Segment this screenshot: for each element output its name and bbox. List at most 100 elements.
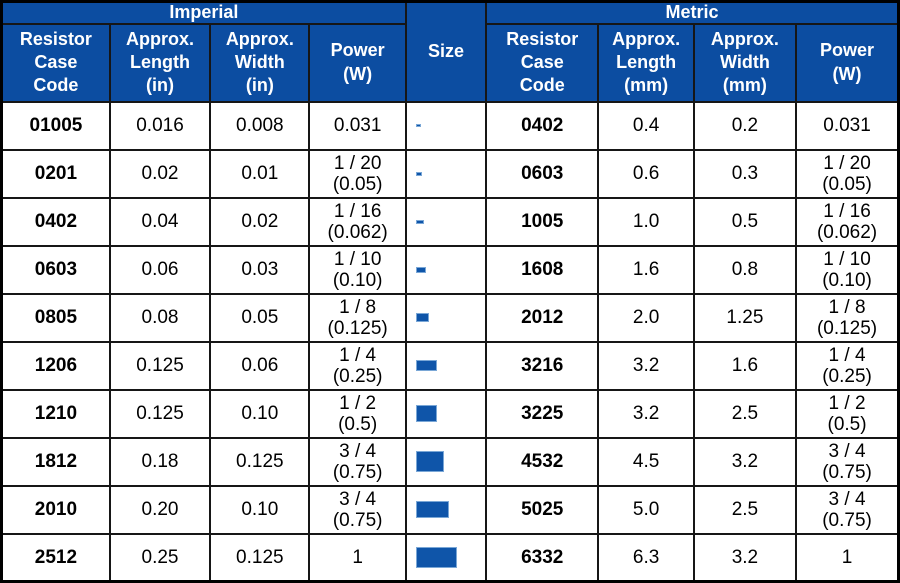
- metric-power-cell: 3 / 4 (0.75): [795, 436, 900, 487]
- metric-power-cell: 1 / 4 (0.25): [795, 340, 900, 391]
- imperial-case-code-cell: 01005: [0, 100, 111, 151]
- metric-length-cell: 4.5: [597, 436, 695, 487]
- resistor-size-swatch: [415, 360, 437, 372]
- group-header-row: Imperial Size Metric: [0, 0, 900, 103]
- imperial-width-cell: 0.03: [209, 244, 311, 295]
- resistor-size-swatch: [415, 405, 437, 423]
- metric-length-header: Approx. Length (mm): [597, 22, 695, 103]
- table-row: 1812 0.18 0.125 3 / 4 (0.75) 4532 4.5 3.2 3 / 4…: [0, 436, 900, 487]
- size-cell: [404, 340, 488, 391]
- table-row: 0603 0.06 0.03 1 / 10 (0.10) 1608 1.6 0.8 1 / 1…: [0, 244, 900, 295]
- imperial-length-cell: 0.125: [108, 388, 212, 439]
- metric-length-cell: 1.6: [597, 244, 695, 295]
- metric-width-cell: 2.5: [692, 388, 798, 439]
- metric-power-cell: 1 / 2 (0.5): [795, 388, 900, 439]
- imperial-length-cell: 0.20: [108, 484, 212, 535]
- imperial-length-cell: 0.25: [108, 532, 212, 583]
- metric-group-header: Metric: [485, 0, 900, 25]
- metric-power-cell: 1 / 8 (0.125): [795, 292, 900, 343]
- column-header-row: Resistor Case Code Approx. Length (in) A…: [0, 22, 900, 103]
- metric-case-code-cell: 5025: [485, 484, 600, 535]
- size-cell: [404, 388, 488, 439]
- imperial-width-cell: 0.02: [209, 196, 311, 247]
- table-row: 0402 0.04 0.02 1 / 16 (0.062) 1005 1.0 0.5 1 / …: [0, 196, 900, 247]
- imperial-length-cell: 0.18: [108, 436, 212, 487]
- imperial-power-cell: 3 / 4 (0.75): [308, 484, 407, 535]
- imperial-group-header: Imperial: [0, 0, 407, 25]
- size-cell: [404, 292, 488, 343]
- imperial-width-cell: 0.125: [209, 532, 311, 583]
- size-cell: [404, 100, 488, 151]
- metric-case-code-cell: 2012: [485, 292, 600, 343]
- metric-case-code-cell: 1608: [485, 244, 600, 295]
- metric-case-code-cell: 3225: [485, 388, 600, 439]
- table-row: 1206 0.125 0.06 1 / 4 (0.25) 3216 3.2 1.6 1 / 4…: [0, 340, 900, 391]
- imperial-width-cell: 0.06: [209, 340, 311, 391]
- metric-width-cell: 1.6: [692, 340, 798, 391]
- metric-length-cell: 5.0: [597, 484, 695, 535]
- size-cell: [404, 148, 488, 199]
- imperial-case-code-cell: 0402: [0, 196, 111, 247]
- imperial-length-cell: 0.125: [108, 340, 212, 391]
- size-cell: [404, 436, 488, 487]
- metric-width-cell: 3.2: [692, 532, 798, 583]
- size-column-header: Size: [404, 0, 488, 103]
- metric-width-cell: 3.2: [692, 436, 798, 487]
- metric-case-code-cell: 0402: [485, 100, 600, 151]
- imperial-width-cell: 0.05: [209, 292, 311, 343]
- table-row: 0201 0.02 0.01 1 / 20 (0.05) 0603 0.6 0.3 1 / 2…: [0, 148, 900, 199]
- table-row: 0805 0.08 0.05 1 / 8 (0.125) 2012 2.0 1.25 1 / …: [0, 292, 900, 343]
- imperial-length-cell: 0.06: [108, 244, 212, 295]
- metric-length-cell: 3.2: [597, 388, 695, 439]
- imperial-length-cell: 0.04: [108, 196, 212, 247]
- imperial-power-cell: 1 / 2 (0.5): [308, 388, 407, 439]
- imperial-power-cell: 1: [308, 532, 407, 583]
- imperial-length-header: Approx. Length (in): [108, 22, 212, 103]
- imperial-power-cell: 1 / 8 (0.125): [308, 292, 407, 343]
- imperial-case-code-cell: 2512: [0, 532, 111, 583]
- resistor-size-swatch: [415, 171, 422, 176]
- size-cell: [404, 484, 488, 535]
- metric-case-code-cell: 3216: [485, 340, 600, 391]
- metric-power-cell: 1: [795, 532, 900, 583]
- imperial-width-cell: 0.125: [209, 436, 311, 487]
- imperial-power-header: Power (W): [308, 22, 407, 103]
- metric-length-cell: 0.6: [597, 148, 695, 199]
- imperial-case-code-header: Resistor Case Code: [0, 22, 111, 103]
- table-row: 2010 0.20 0.10 3 / 4 (0.75) 5025 5.0 2.5 3 / 4 …: [0, 484, 900, 535]
- resistor-size-swatch: [415, 219, 424, 224]
- imperial-length-cell: 0.02: [108, 148, 212, 199]
- imperial-power-cell: 0.031: [308, 100, 407, 151]
- metric-length-cell: 2.0: [597, 292, 695, 343]
- resistor-size-swatch: [415, 547, 457, 569]
- imperial-width-header: Approx. Width (in): [209, 22, 311, 103]
- metric-case-code-cell: 6332: [485, 532, 600, 583]
- metric-width-header: Approx. Width (mm): [692, 22, 798, 103]
- imperial-power-cell: 1 / 20 (0.05): [308, 148, 407, 199]
- metric-length-cell: 3.2: [597, 340, 695, 391]
- imperial-power-cell: 1 / 4 (0.25): [308, 340, 407, 391]
- imperial-case-code-cell: 2010: [0, 484, 111, 535]
- metric-length-cell: 1.0: [597, 196, 695, 247]
- imperial-case-code-cell: 1812: [0, 436, 111, 487]
- resistor-size-swatch: [415, 313, 429, 323]
- table-body: 01005 0.016 0.008 0.031 0402 0.4 0.2 0.031 0201 0…: [0, 100, 900, 583]
- imperial-width-cell: 0.008: [209, 100, 311, 151]
- size-cell: [404, 532, 488, 583]
- imperial-power-cell: 3 / 4 (0.75): [308, 436, 407, 487]
- resistor-size-swatch: [415, 124, 421, 128]
- metric-width-cell: 1.25: [692, 292, 798, 343]
- imperial-power-cell: 1 / 16 (0.062): [308, 196, 407, 247]
- imperial-width-cell: 0.10: [209, 388, 311, 439]
- metric-power-cell: 1 / 20 (0.05): [795, 148, 900, 199]
- table-row: 01005 0.016 0.008 0.031 0402 0.4 0.2 0.031: [0, 100, 900, 151]
- imperial-power-cell: 1 / 10 (0.10): [308, 244, 407, 295]
- metric-width-cell: 2.5: [692, 484, 798, 535]
- metric-width-cell: 0.5: [692, 196, 798, 247]
- imperial-case-code-cell: 1206: [0, 340, 111, 391]
- imperial-width-cell: 0.10: [209, 484, 311, 535]
- metric-width-cell: 0.3: [692, 148, 798, 199]
- metric-power-cell: 1 / 10 (0.10): [795, 244, 900, 295]
- metric-case-code-cell: 4532: [485, 436, 600, 487]
- size-cell: [404, 196, 488, 247]
